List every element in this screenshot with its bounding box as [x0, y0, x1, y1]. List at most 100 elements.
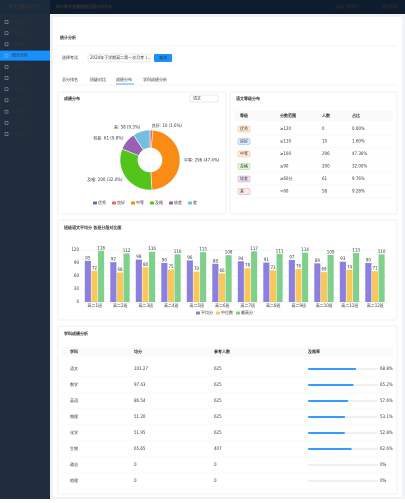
grade-tag [237, 125, 251, 133]
cell: 32.00% [352, 164, 367, 169]
bar [365, 263, 372, 302]
nav-item[interactable]: 教学计划 [12, 119, 28, 125]
cell: 政治 [70, 461, 78, 467]
nav-item[interactable]: 成绩录入 [12, 40, 28, 46]
cell: 296 [322, 151, 330, 156]
cell: ≥100 [280, 151, 291, 156]
cell: 英语 [70, 397, 78, 403]
bar-value: 76 [296, 264, 302, 269]
bar-value: 97 [289, 254, 295, 259]
legend-label: 较差 [174, 199, 182, 205]
column-header: 分数范围 [280, 112, 296, 118]
nav-item[interactable]: 班级管理 [12, 85, 28, 91]
cell: 及格 [240, 163, 248, 169]
slice-label: 良好: 10 (1.6%) [152, 122, 183, 128]
cell: 地理 [70, 477, 78, 483]
pie-slice [119, 148, 153, 191]
bar [295, 269, 302, 302]
bar [314, 263, 321, 302]
bar [320, 272, 328, 302]
cell: 0.00% [352, 126, 365, 131]
bar-value: 80 [143, 262, 149, 267]
legend-label: 优秀 [98, 199, 106, 205]
bar [200, 252, 207, 302]
x-tick-label: 高二3班 [138, 302, 153, 308]
nav-item[interactable]: 学生档案 [12, 74, 28, 80]
cell: 97.43 [134, 382, 146, 387]
progress-bar [308, 400, 349, 402]
nav-item[interactable]: 统计分析 [12, 52, 28, 58]
x-tick-label: 高二6班 [215, 302, 230, 308]
bar [237, 261, 244, 302]
nav-item[interactable]: 系统配置 [12, 130, 28, 136]
tab[interactable]: 班级对比 [90, 76, 106, 82]
bar [251, 251, 258, 302]
bar-value: 109 [327, 249, 335, 254]
nav-item[interactable]: 学科分析 [12, 96, 28, 102]
nav-item[interactable]: 考试管理 [12, 29, 28, 35]
bar [161, 263, 168, 302]
x-tick-label: 高二1班 [87, 302, 102, 308]
rate-label: 53.1% [380, 414, 393, 419]
bar [149, 251, 156, 302]
tab[interactable]: 成绩分布 [116, 76, 132, 82]
grade-tag [237, 138, 251, 145]
bar-value: 75 [168, 264, 174, 269]
query-button[interactable] [154, 54, 172, 62]
bar [371, 271, 379, 302]
bar [302, 252, 309, 302]
cell: 数学 [70, 381, 78, 387]
bar-value: 118 [97, 245, 105, 250]
column-header: 参考人数 [213, 348, 230, 354]
bar [110, 262, 117, 302]
cell: 625 [214, 382, 222, 387]
bar [244, 268, 251, 302]
sidebar [0, 14, 50, 499]
legend-swatch [112, 201, 116, 205]
bar-value: 110 [378, 249, 386, 254]
tab[interactable]: 学科成绩分析 [143, 76, 167, 82]
nav-item[interactable]: 学情追踪 [12, 63, 28, 69]
legend-swatch [196, 311, 200, 315]
bar [218, 273, 226, 302]
bar-value: 88 [213, 258, 219, 263]
legend-label: 平均分 [201, 309, 213, 315]
bar-value: 96 [187, 255, 193, 260]
cell: 101.27 [134, 366, 148, 371]
column-header: 学科 [70, 348, 78, 354]
bar [378, 254, 385, 302]
bar [135, 259, 142, 302]
bar-value: 66 [219, 268, 225, 273]
bar-value: 89 [315, 258, 321, 263]
subject-select[interactable] [189, 94, 219, 103]
y-tick-label: 60 [74, 273, 80, 278]
rate-label: 52.8% [380, 430, 393, 435]
bar-value: 112 [123, 248, 131, 253]
query-label: 查询 [159, 54, 167, 60]
nav-icon [4, 132, 9, 136]
cell: 0 [322, 126, 325, 131]
nav-icon [4, 42, 9, 47]
logout[interactable]: 退出登录 [382, 3, 398, 9]
legend-label: 及格 [155, 199, 163, 205]
progress-bar [308, 368, 357, 370]
tab[interactable]: 总分排名 [62, 76, 78, 82]
cell: 语文 [70, 365, 78, 371]
cell: <60 [280, 189, 289, 194]
card [57, 91, 227, 215]
nav-icon [4, 98, 9, 103]
nav-item[interactable]: 数据大屏 [12, 18, 28, 24]
exam-select[interactable] [87, 53, 151, 63]
bar [123, 253, 130, 302]
x-tick-label: 高二11班 [341, 302, 358, 308]
bar-value: 117 [250, 246, 258, 251]
rate-label: 65.2% [380, 382, 393, 387]
progress-bar [308, 384, 354, 386]
cell: 较差 [240, 175, 248, 181]
table-head [62, 347, 393, 357]
bar-value: 114 [301, 247, 309, 252]
bar [339, 261, 346, 302]
cell: 86.54 [134, 398, 146, 403]
nav-item[interactable]: 知识图谱 [12, 108, 28, 114]
